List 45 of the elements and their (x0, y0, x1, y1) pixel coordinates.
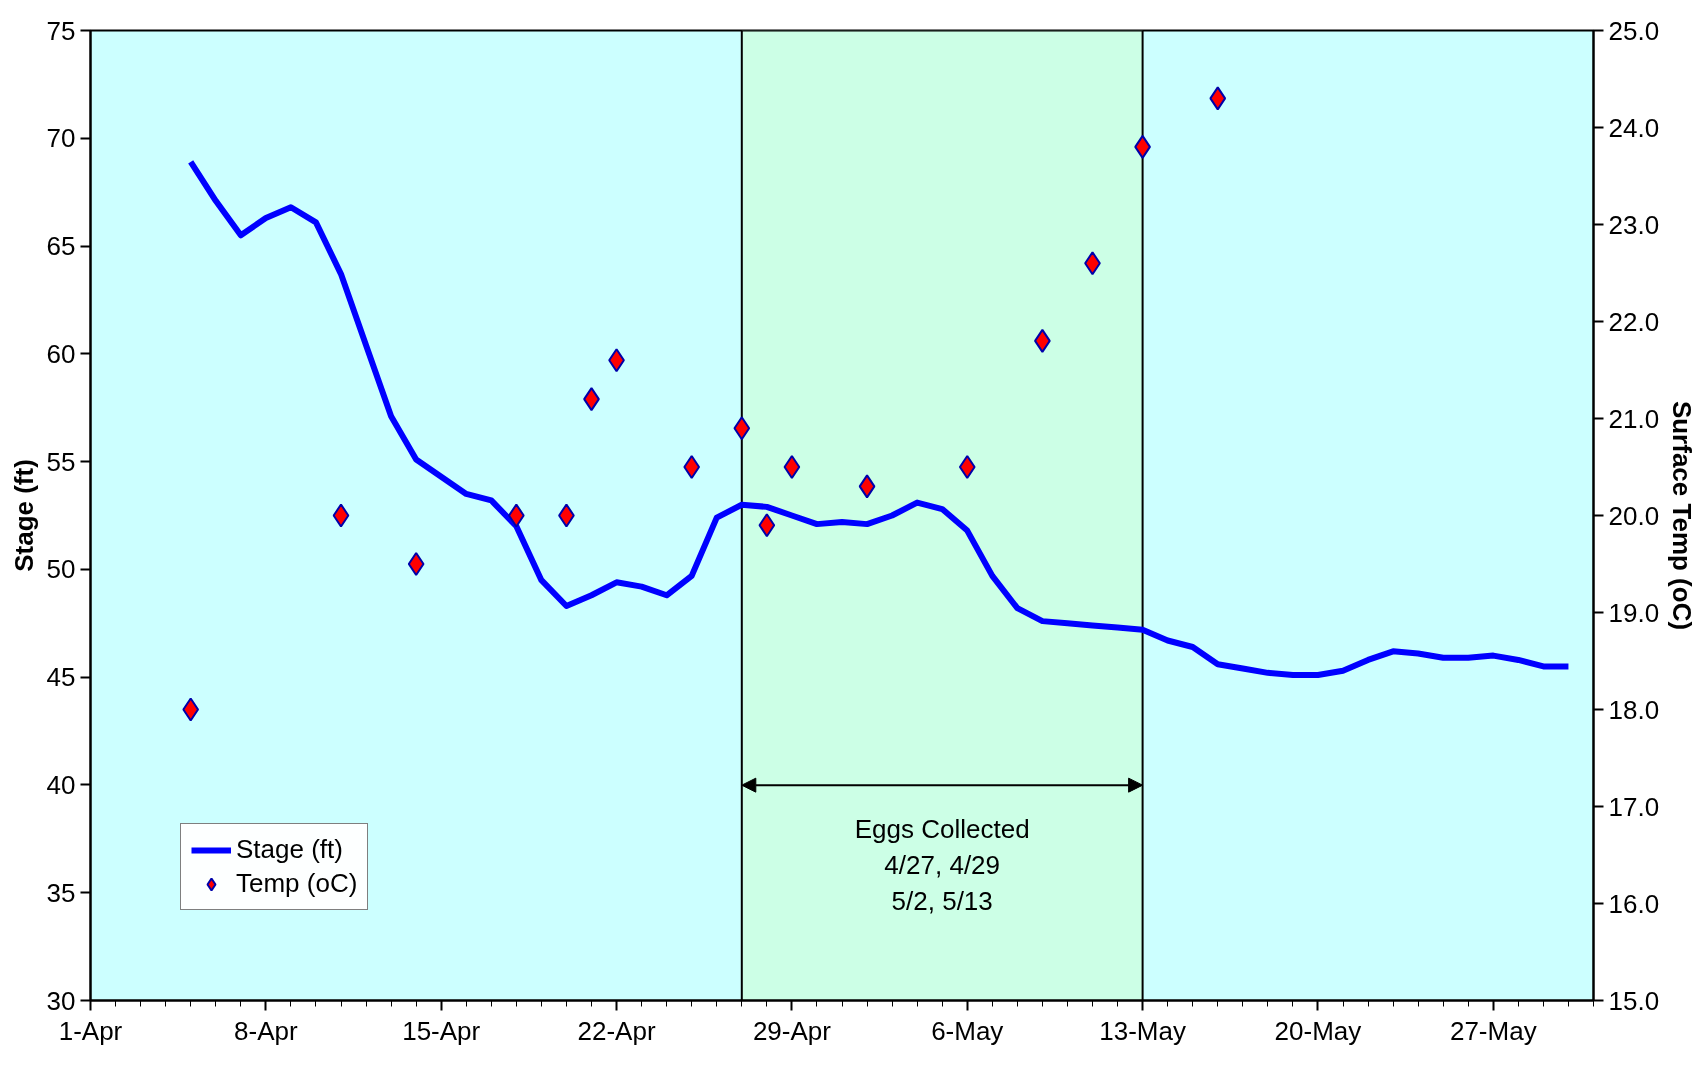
y2-tick-label: 24.0 (1608, 112, 1660, 143)
point (332, 503, 350, 528)
point (758, 513, 776, 538)
y2-tick-label: 15.0 (1608, 985, 1660, 1016)
y-axis-title: Stage (ft) (8, 459, 39, 572)
point (683, 455, 701, 479)
y2-tick-label: 18.0 (1608, 694, 1660, 725)
y-tick-label: 45 (46, 662, 76, 693)
y-tick-label: 35 (46, 877, 76, 908)
y-tick-label: 60 (46, 338, 76, 369)
point (958, 455, 976, 479)
y-tick-label: 40 (46, 769, 76, 800)
band-label: Eggs Collected 4/27, 4/29 5/2, 5/13 (854, 814, 1030, 917)
x-tick-label: 29-Apr (752, 1015, 832, 1046)
y-tick-label: 30 (46, 985, 76, 1016)
point (858, 474, 876, 499)
y2-tick-label: 17.0 (1608, 791, 1660, 822)
x-tick-label: 20-May (1274, 1015, 1362, 1046)
y-tick-label: 75 (46, 15, 76, 46)
y2-tick-label: 16.0 (1608, 888, 1660, 919)
y2-tick-label: 25.0 (1608, 15, 1660, 46)
point (407, 552, 425, 576)
x-tick-label: 8-Apr (234, 1015, 298, 1046)
y-tick-label: 55 (46, 446, 76, 477)
point (733, 416, 751, 441)
point (783, 455, 801, 479)
x-tick-label: 22-Apr (577, 1015, 656, 1046)
legend-label: Stage (ft) (236, 834, 343, 865)
y2-tick-label: 21.0 (1608, 403, 1660, 434)
y2-tick-label: 20.0 (1608, 500, 1660, 531)
point (182, 697, 200, 722)
x-tick-label: 13-May (1099, 1015, 1186, 1046)
legend-label: Temp (oC) (236, 868, 358, 899)
y2-tick-label: 22.0 (1608, 306, 1660, 337)
y2-axis-title: Surface Temp (oC) (1667, 400, 1698, 631)
y2-tick-label: 23.0 (1608, 209, 1660, 240)
y2-tick-label: 19.0 (1608, 597, 1660, 628)
y-tick-label: 70 (46, 123, 76, 154)
x-tick-label: 1-Apr (58, 1015, 123, 1046)
y-tick-label: 65 (46, 231, 76, 262)
x-tick-label: 27-May (1449, 1015, 1537, 1046)
x-tick-label: 6-May (931, 1015, 1004, 1046)
y-tick-label: 50 (46, 554, 76, 585)
point (1209, 86, 1227, 111)
x-tick-label: 15-Apr (402, 1015, 481, 1046)
